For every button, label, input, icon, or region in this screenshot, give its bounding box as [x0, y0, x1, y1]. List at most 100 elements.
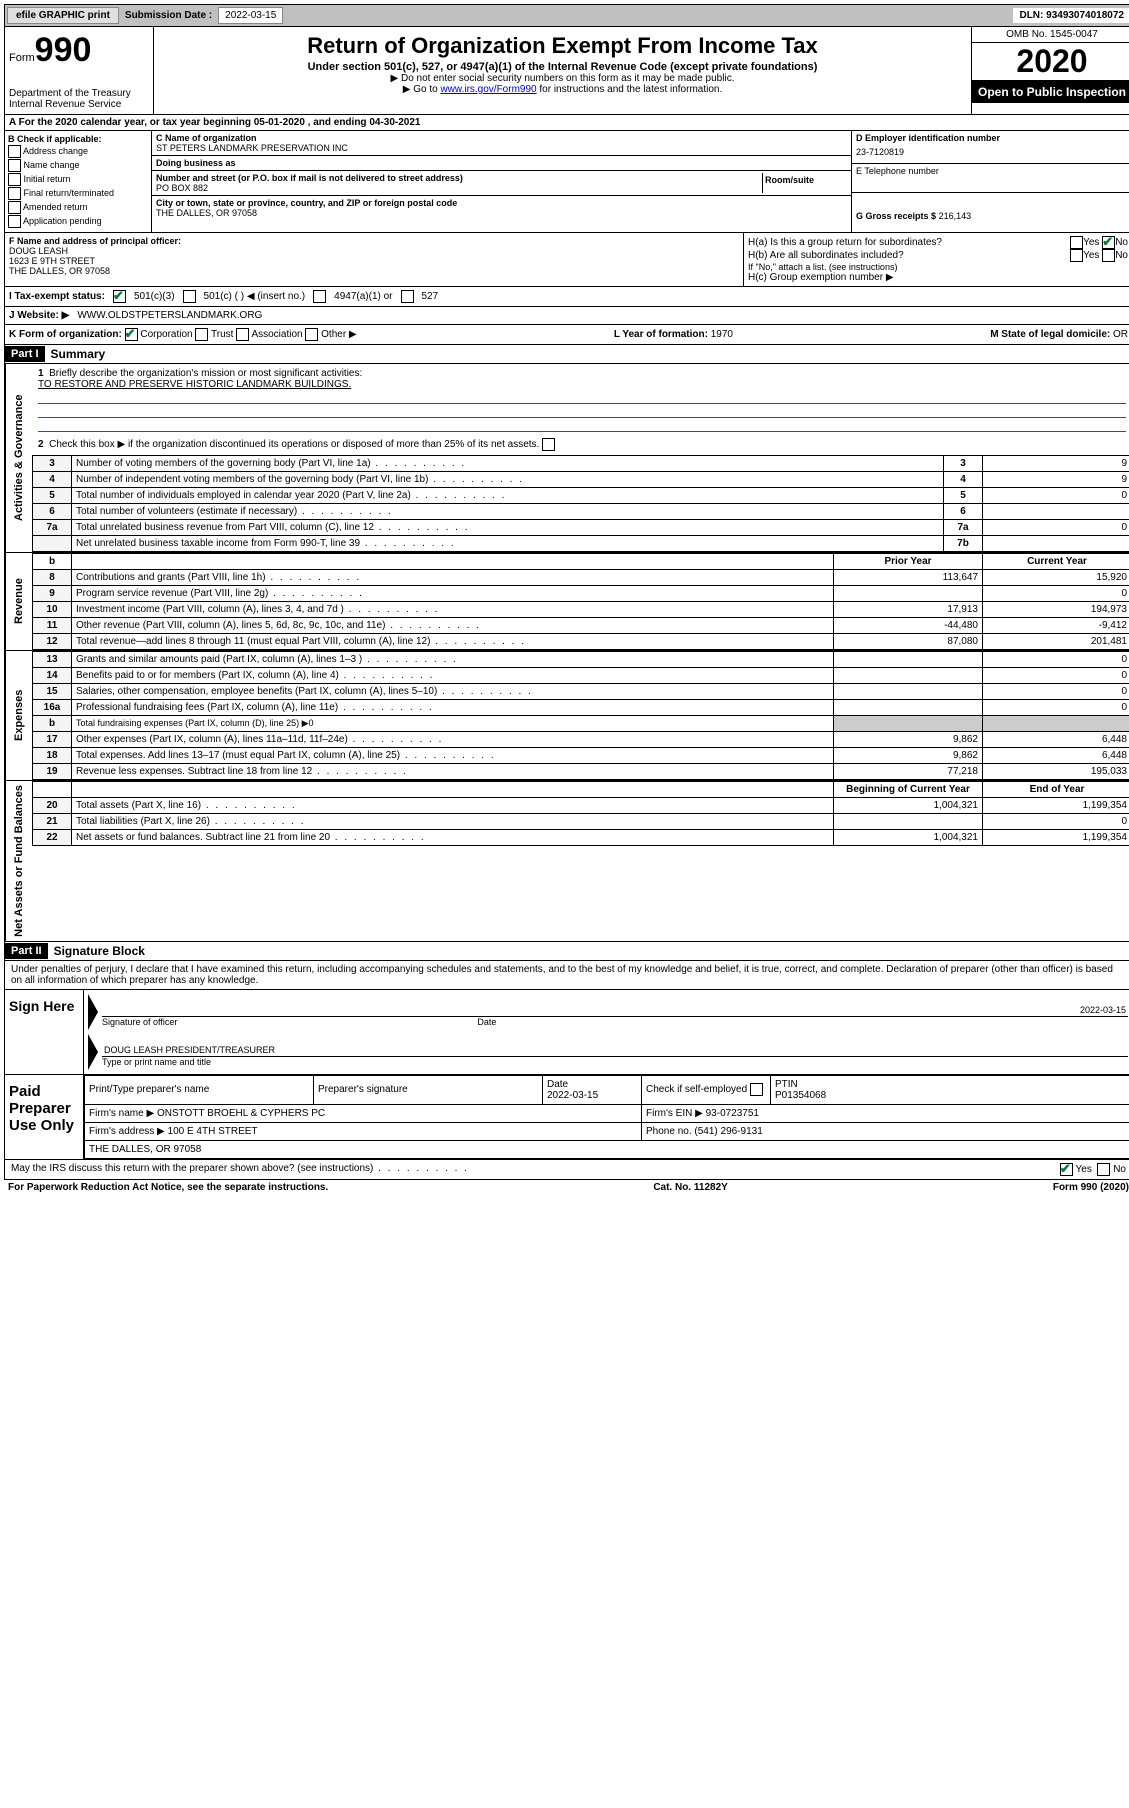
table-row: 22Net assets or fund balances. Subtract … — [33, 830, 1129, 846]
year-formation: 1970 — [711, 329, 733, 340]
revenue-section: Revenue bPrior YearCurrent Year8Contribu… — [4, 553, 1129, 651]
open-inspection: Open to Public Inspection — [972, 81, 1129, 103]
page-footer: For Paperwork Reduction Act Notice, see … — [4, 1180, 1129, 1195]
phone — [856, 176, 1128, 190]
side-netassets: Net Assets or Fund Balances — [5, 781, 32, 941]
table-row: 14Benefits paid to or for members (Part … — [33, 668, 1129, 684]
discontinued-checkbox[interactable] — [542, 438, 555, 451]
self-employed-checkbox[interactable] — [750, 1083, 763, 1096]
perjury-declaration: Under penalties of perjury, I declare th… — [4, 961, 1129, 990]
box-c: C Name of organization ST PETERS LANDMAR… — [152, 131, 851, 232]
efile-button[interactable]: efile GRAPHIC print — [7, 7, 119, 24]
checkbox-application-pending[interactable] — [8, 215, 21, 228]
table-row: 13Grants and similar amounts paid (Part … — [33, 652, 1129, 668]
submission-label: Submission Date : — [125, 10, 212, 21]
table-row: 16aProfessional fundraising fees (Part I… — [33, 700, 1129, 716]
firm-phone: (541) 296-9131 — [694, 1126, 762, 1137]
name-arrow-icon — [88, 1034, 98, 1070]
irs-link[interactable]: www.irs.gov/Form990 — [440, 84, 536, 95]
checkbox-address-change[interactable] — [8, 145, 21, 158]
form-subtitle: Under section 501(c), 527, or 4947(a)(1)… — [158, 61, 967, 73]
officer-street: 1623 E 9TH STREET — [9, 256, 739, 266]
org-name: ST PETERS LANDMARK PRESERVATION INC — [156, 143, 847, 153]
table-row: 3Number of voting members of the governi… — [33, 456, 1129, 472]
status-527[interactable] — [401, 290, 414, 303]
gross-receipts: 216,143 — [939, 211, 972, 221]
table-row: 18Total expenses. Add lines 13–17 (must … — [33, 748, 1129, 764]
table-row: 11Other revenue (Part VIII, column (A), … — [33, 618, 1129, 634]
table-row: 17Other expenses (Part IX, column (A), l… — [33, 732, 1129, 748]
ha-no[interactable] — [1102, 236, 1115, 249]
netassets-section: Net Assets or Fund Balances Beginning of… — [4, 781, 1129, 942]
side-expenses: Expenses — [5, 651, 32, 780]
note-ssn: ▶ Do not enter social security numbers o… — [158, 73, 967, 84]
checkbox-amended-return[interactable] — [8, 201, 21, 214]
top-bar: efile GRAPHIC print Submission Date : 20… — [4, 4, 1129, 27]
table-row: 15Salaries, other compensation, employee… — [33, 684, 1129, 700]
mission-text: TO RESTORE AND PRESERVE HISTORIC LANDMAR… — [38, 379, 1126, 390]
table-row: 10Investment income (Part VIII, column (… — [33, 602, 1129, 618]
website-row: J Website: ▶ WWW.OLDSTPETERSLANDMARK.ORG — [4, 307, 1129, 325]
form-number: Form990 — [9, 31, 149, 70]
table-row: Net unrelated business taxable income fr… — [33, 536, 1129, 552]
ptin: P01354068 — [775, 1090, 826, 1101]
netassets-table: Beginning of Current YearEnd of Year20To… — [32, 781, 1129, 846]
governance-section: Activities & Governance 1 Briefly descri… — [4, 364, 1129, 553]
firm-address2: THE DALLES, OR 97058 — [85, 1140, 1129, 1158]
tax-exempt-status: I Tax-exempt status: 501(c)(3) 501(c) ( … — [4, 287, 1129, 307]
box-b: B Check if applicable: Address change Na… — [5, 131, 152, 232]
street-address: PO BOX 882 — [156, 183, 762, 193]
website: WWW.OLDSTPETERSLANDMARK.ORG — [77, 310, 262, 321]
status-501c[interactable] — [183, 290, 196, 303]
status-4947[interactable] — [313, 290, 326, 303]
org-assoc[interactable] — [236, 328, 249, 341]
revenue-table: bPrior YearCurrent Year8Contributions an… — [32, 553, 1129, 650]
org-trust[interactable] — [195, 328, 208, 341]
status-501c3[interactable] — [113, 290, 126, 303]
checkbox-final-return[interactable] — [8, 187, 21, 200]
part2-header: Part II Signature Block — [4, 942, 1129, 961]
sign-here-section: Sign Here 2022-03-15 Signature of office… — [4, 990, 1129, 1075]
table-row: bTotal fundraising expenses (Part IX, co… — [33, 716, 1129, 732]
firm-name: ONSTOTT BROEHL & CYPHERS PC — [157, 1108, 325, 1119]
hb-no[interactable] — [1102, 249, 1115, 262]
tax-year: 2020 — [972, 43, 1129, 81]
side-governance: Activities & Governance — [5, 364, 32, 552]
table-row: 19Revenue less expenses. Subtract line 1… — [33, 764, 1129, 780]
sign-arrow-icon — [88, 994, 98, 1030]
hb-yes[interactable] — [1070, 249, 1083, 262]
org-corp[interactable] — [125, 328, 138, 341]
form-title: Return of Organization Exempt From Incom… — [158, 33, 967, 59]
paid-preparer-section: Paid Preparer Use Only Print/Type prepar… — [4, 1075, 1129, 1160]
box-d: D Employer identification number 23-7120… — [851, 131, 1129, 232]
org-other[interactable] — [305, 328, 318, 341]
tax-period: A For the 2020 calendar year, or tax yea… — [4, 115, 1129, 131]
table-row: 7aTotal unrelated business revenue from … — [33, 520, 1129, 536]
part1-header: Part I Summary — [4, 345, 1129, 364]
table-row: 21Total liabilities (Part X, line 26)0 — [33, 814, 1129, 830]
dept-treasury: Department of the Treasury — [9, 88, 149, 99]
checkbox-name-change[interactable] — [8, 159, 21, 172]
firm-ein: 93-0723751 — [706, 1108, 759, 1119]
expenses-section: Expenses 13Grants and similar amounts pa… — [4, 651, 1129, 781]
checkbox-initial-return[interactable] — [8, 173, 21, 186]
irs-label: Internal Revenue Service — [9, 99, 149, 110]
discuss-row: May the IRS discuss this return with the… — [4, 1160, 1129, 1180]
city-state-zip: THE DALLES, OR 97058 — [156, 208, 847, 218]
officer-name: DOUG LEASH — [9, 246, 739, 256]
firm-address1: 100 E 4TH STREET — [168, 1126, 258, 1137]
state-domicile: OR — [1113, 329, 1128, 340]
table-row: 9Program service revenue (Part VIII, lin… — [33, 586, 1129, 602]
side-revenue: Revenue — [5, 553, 32, 650]
org-form-row: K Form of organization: Corporation Trus… — [4, 325, 1129, 345]
table-row: 6Total number of volunteers (estimate if… — [33, 504, 1129, 520]
discuss-yes[interactable] — [1060, 1163, 1073, 1176]
officer-group-row: F Name and address of principal officer:… — [4, 233, 1129, 287]
entity-block: B Check if applicable: Address change Na… — [4, 131, 1129, 233]
dln: DLN: 93493074018072 — [1013, 8, 1129, 23]
discuss-no[interactable] — [1097, 1163, 1110, 1176]
ha-yes[interactable] — [1070, 236, 1083, 249]
officer-name-title: DOUG LEASH PRESIDENT/TREASURER — [104, 1045, 275, 1055]
ein: 23-7120819 — [856, 143, 1128, 161]
table-row: 8Contributions and grants (Part VIII, li… — [33, 570, 1129, 586]
